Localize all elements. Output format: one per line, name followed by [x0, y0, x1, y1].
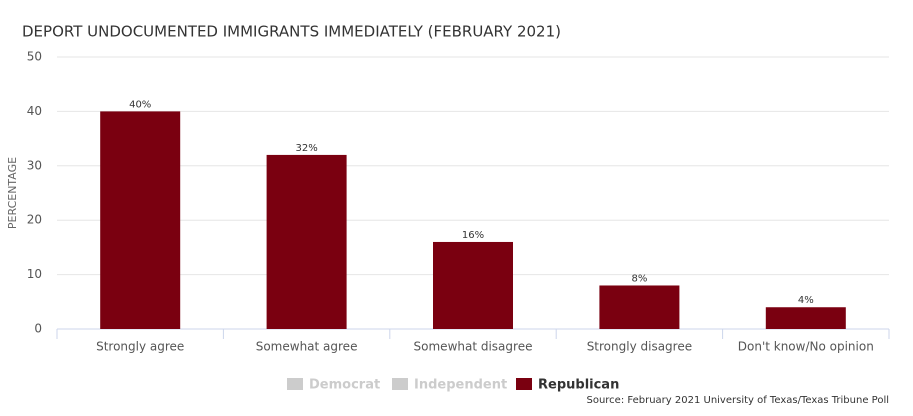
y-axis-label: PERCENTAGE — [6, 157, 19, 229]
data-label: 32% — [295, 143, 317, 154]
y-tick-label: 50 — [27, 50, 42, 64]
data-label: 16% — [462, 230, 484, 241]
source: Source: February 2021 University of Texa… — [586, 395, 889, 406]
legend-swatch — [392, 378, 408, 390]
x-tick-label: Don't know/No opinion — [738, 340, 874, 354]
y-tick-label: 30 — [27, 158, 42, 172]
bar — [599, 285, 680, 329]
x-tick-label: Strongly agree — [96, 340, 184, 354]
legend-swatch — [516, 378, 532, 390]
data-label: 4% — [798, 295, 814, 306]
bar — [100, 111, 181, 330]
y-tick-label: 40 — [27, 104, 42, 118]
bar — [433, 241, 513, 329]
y-tick-label: 0 — [34, 322, 42, 336]
x-tick-label: Somewhat agree — [256, 340, 358, 354]
data-label: 40% — [129, 99, 151, 110]
legend-label: Independent — [414, 378, 507, 393]
y-tick-label: 20 — [27, 213, 42, 227]
legend-label: Republican — [538, 378, 619, 393]
legend-swatch — [287, 378, 303, 390]
bar — [266, 154, 347, 329]
data-label: 8% — [631, 273, 647, 284]
x-tick-label: Strongly disagree — [587, 340, 692, 354]
chart-title: DEPORT UNDOCUMENTED IMMIGRANTS IMMEDIATE… — [22, 23, 561, 41]
x-tick-label: Somewhat disagree — [414, 340, 533, 354]
y-tick-label: 10 — [27, 267, 42, 281]
legend-label: Democrat — [309, 378, 380, 393]
bar — [765, 307, 846, 329]
